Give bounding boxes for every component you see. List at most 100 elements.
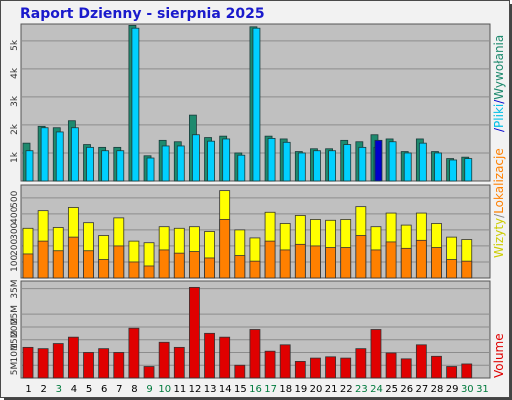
day-label: 9 bbox=[146, 384, 152, 395]
bar-pliki bbox=[176, 145, 185, 182]
bar-pliki bbox=[388, 141, 397, 182]
day-label: 16 bbox=[249, 384, 262, 395]
bar-pliki bbox=[252, 27, 261, 182]
y-tick-label: 10M bbox=[10, 343, 20, 362]
bar-volume bbox=[37, 348, 49, 379]
bar-volume bbox=[264, 350, 276, 379]
bar-lokalizacje bbox=[279, 249, 291, 279]
bar-pliki bbox=[192, 134, 200, 182]
bar-lokalizacje bbox=[22, 253, 34, 279]
legend-separator: / bbox=[492, 99, 506, 104]
bar-pliki bbox=[449, 159, 458, 182]
bar-lokalizacje bbox=[83, 250, 94, 279]
bar-pliki bbox=[40, 127, 49, 182]
bar-lokalizacje bbox=[234, 255, 246, 279]
day-label: 28 bbox=[431, 384, 444, 395]
bar-volume bbox=[83, 352, 94, 379]
day-label: 1 bbox=[25, 384, 31, 395]
bar-pliki bbox=[403, 152, 412, 182]
bar-lokalizacje bbox=[158, 249, 170, 279]
bar-volume bbox=[355, 348, 367, 379]
bar-lokalizacje bbox=[355, 235, 367, 279]
bar-lokalizacje bbox=[385, 241, 397, 279]
day-label: 11 bbox=[173, 384, 186, 395]
bar-volume bbox=[415, 344, 427, 379]
day-label: 14 bbox=[219, 384, 232, 395]
bar-pliki bbox=[237, 154, 246, 182]
bar-volume bbox=[431, 355, 442, 379]
day-label: 3 bbox=[56, 384, 62, 395]
frame-shadow-bottom bbox=[4, 398, 512, 400]
bar-lokalizacje bbox=[219, 219, 231, 279]
legend-pliki: Pliki bbox=[492, 104, 506, 128]
legend-wywolania: Wywołania bbox=[492, 35, 506, 100]
bar-lokalizacje bbox=[189, 251, 200, 279]
y-tick-label: 200 bbox=[10, 238, 20, 255]
y-tick-label: 5M bbox=[10, 362, 20, 376]
bar-volume bbox=[219, 336, 231, 379]
x-day-labels: 1 2 3 4 5 6 7 8 9 10 11 12 13 14 15 16 17 18 19 20 21 22 23 24 2… bbox=[25, 384, 488, 395]
day-label: 4 bbox=[71, 384, 77, 395]
bar-volume bbox=[370, 329, 382, 379]
day-label: 15 bbox=[234, 384, 247, 395]
y-tick-label: 15M bbox=[10, 330, 20, 349]
report-title: Raport Dzienny - sierpnia 2025 bbox=[20, 6, 265, 22]
bar-volume bbox=[400, 358, 412, 379]
legend-visits-locations: Wizyty/LokalizacjePliki bbox=[492, 148, 506, 258]
bar-volume bbox=[385, 352, 397, 379]
y-tick-label: 35M bbox=[10, 279, 20, 298]
bar-lokalizacje bbox=[400, 247, 412, 279]
day-label: 5 bbox=[86, 384, 92, 395]
day-label: 10 bbox=[158, 384, 171, 395]
bar-lokalizacje bbox=[173, 252, 185, 279]
bar-pliki bbox=[131, 27, 140, 182]
y-tick-label: 25M bbox=[10, 305, 20, 324]
bar-pliki bbox=[267, 137, 276, 182]
bar-volume bbox=[234, 364, 246, 379]
day-label: 8 bbox=[131, 384, 137, 395]
bar-volume bbox=[446, 366, 458, 379]
bar-pliki bbox=[161, 145, 170, 182]
bar-pliki bbox=[313, 150, 321, 182]
bar-pliki bbox=[116, 150, 125, 182]
bar-lokalizacje bbox=[415, 239, 427, 279]
bar-lokalizacje bbox=[98, 259, 110, 279]
day-label: 21 bbox=[325, 384, 338, 395]
bar-pliki bbox=[101, 150, 110, 182]
bar-lokalizacje bbox=[113, 245, 125, 279]
bar-lokalizacje bbox=[52, 250, 64, 279]
day-label: 31 bbox=[476, 384, 489, 395]
bar-volume bbox=[310, 357, 321, 379]
bar-volume bbox=[204, 332, 215, 379]
bar-volume bbox=[113, 352, 125, 379]
day-label: 20 bbox=[310, 384, 323, 395]
bar-lokalizacje bbox=[249, 260, 261, 279]
frame-shadow-right bbox=[510, 4, 512, 400]
day-label: 27 bbox=[416, 384, 429, 395]
y-tick-label: 5k bbox=[10, 39, 20, 51]
bar-lokalizacje bbox=[310, 245, 321, 279]
bar-lokalizacje bbox=[128, 261, 140, 279]
bar-pliki bbox=[70, 127, 79, 182]
bar-pliki bbox=[328, 150, 336, 182]
legend-separator: / bbox=[492, 213, 506, 218]
bar-pliki bbox=[222, 138, 231, 182]
bars bbox=[22, 25, 473, 379]
bar-lokalizacje bbox=[370, 249, 382, 279]
bar-lokalizacje bbox=[294, 243, 306, 279]
bar-pliki bbox=[25, 150, 34, 182]
bar-volume bbox=[340, 357, 352, 379]
bar-pliki bbox=[207, 140, 215, 182]
day-label: 7 bbox=[116, 384, 122, 395]
day-label: 19 bbox=[295, 384, 308, 395]
day-label: 12 bbox=[189, 384, 202, 395]
legend-lokalizacje: Lokalizacje bbox=[492, 148, 506, 214]
day-label: 13 bbox=[204, 384, 217, 395]
bar-volume bbox=[461, 363, 473, 379]
bar-volume bbox=[325, 356, 336, 379]
day-label: 26 bbox=[400, 384, 413, 395]
y-tick-label: 400 bbox=[10, 206, 20, 223]
day-label: 23 bbox=[355, 384, 368, 395]
